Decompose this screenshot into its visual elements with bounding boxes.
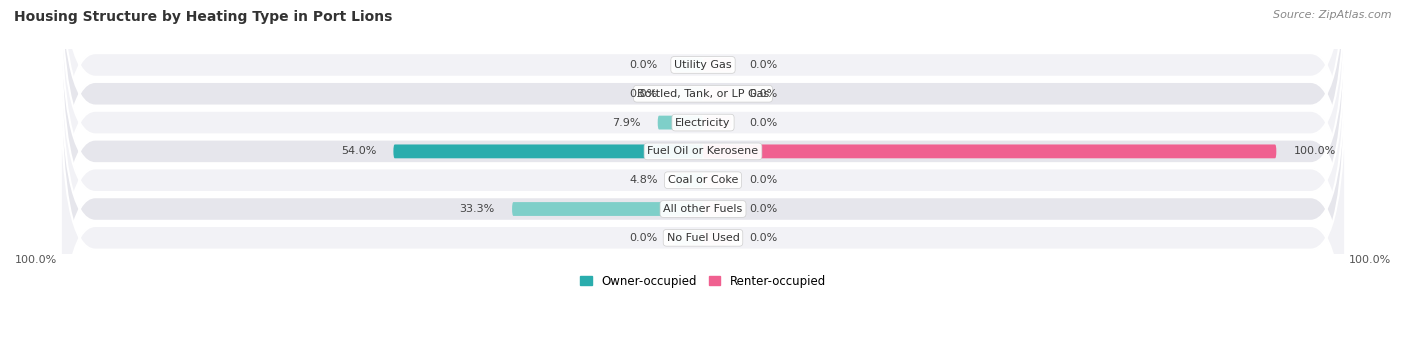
- FancyBboxPatch shape: [703, 202, 731, 216]
- Text: 0.0%: 0.0%: [628, 60, 657, 70]
- FancyBboxPatch shape: [675, 173, 703, 187]
- Text: 33.3%: 33.3%: [460, 204, 495, 214]
- Text: Electricity: Electricity: [675, 118, 731, 128]
- Text: Source: ZipAtlas.com: Source: ZipAtlas.com: [1274, 10, 1392, 20]
- Text: All other Fuels: All other Fuels: [664, 204, 742, 214]
- FancyBboxPatch shape: [60, 0, 1346, 284]
- Text: 0.0%: 0.0%: [749, 175, 778, 185]
- FancyBboxPatch shape: [60, 19, 1346, 341]
- FancyBboxPatch shape: [703, 173, 731, 187]
- Text: Housing Structure by Heating Type in Port Lions: Housing Structure by Heating Type in Por…: [14, 10, 392, 24]
- FancyBboxPatch shape: [60, 48, 1346, 341]
- Text: No Fuel Used: No Fuel Used: [666, 233, 740, 243]
- FancyBboxPatch shape: [394, 145, 703, 158]
- Text: Fuel Oil or Kerosene: Fuel Oil or Kerosene: [647, 146, 759, 157]
- FancyBboxPatch shape: [512, 202, 703, 216]
- FancyBboxPatch shape: [703, 58, 731, 72]
- Text: 0.0%: 0.0%: [628, 233, 657, 243]
- FancyBboxPatch shape: [675, 231, 703, 245]
- FancyBboxPatch shape: [675, 87, 703, 101]
- Text: 0.0%: 0.0%: [749, 204, 778, 214]
- Text: Bottled, Tank, or LP Gas: Bottled, Tank, or LP Gas: [637, 89, 769, 99]
- Text: Utility Gas: Utility Gas: [675, 60, 731, 70]
- FancyBboxPatch shape: [675, 58, 703, 72]
- Text: 100.0%: 100.0%: [1294, 146, 1336, 157]
- Text: 100.0%: 100.0%: [1348, 254, 1391, 265]
- Text: 7.9%: 7.9%: [612, 118, 641, 128]
- Text: 54.0%: 54.0%: [340, 146, 377, 157]
- FancyBboxPatch shape: [703, 145, 1277, 158]
- FancyBboxPatch shape: [60, 77, 1346, 341]
- FancyBboxPatch shape: [60, 0, 1346, 312]
- FancyBboxPatch shape: [703, 87, 731, 101]
- FancyBboxPatch shape: [60, 0, 1346, 226]
- FancyBboxPatch shape: [703, 116, 731, 130]
- Text: Coal or Coke: Coal or Coke: [668, 175, 738, 185]
- FancyBboxPatch shape: [703, 231, 731, 245]
- FancyBboxPatch shape: [658, 116, 703, 130]
- FancyBboxPatch shape: [60, 0, 1346, 255]
- Text: 4.8%: 4.8%: [630, 175, 658, 185]
- Text: 0.0%: 0.0%: [749, 233, 778, 243]
- Text: 0.0%: 0.0%: [749, 60, 778, 70]
- Text: 0.0%: 0.0%: [749, 89, 778, 99]
- Text: 0.0%: 0.0%: [749, 118, 778, 128]
- Text: 100.0%: 100.0%: [15, 254, 58, 265]
- Legend: Owner-occupied, Renter-occupied: Owner-occupied, Renter-occupied: [575, 270, 831, 293]
- Text: 0.0%: 0.0%: [628, 89, 657, 99]
